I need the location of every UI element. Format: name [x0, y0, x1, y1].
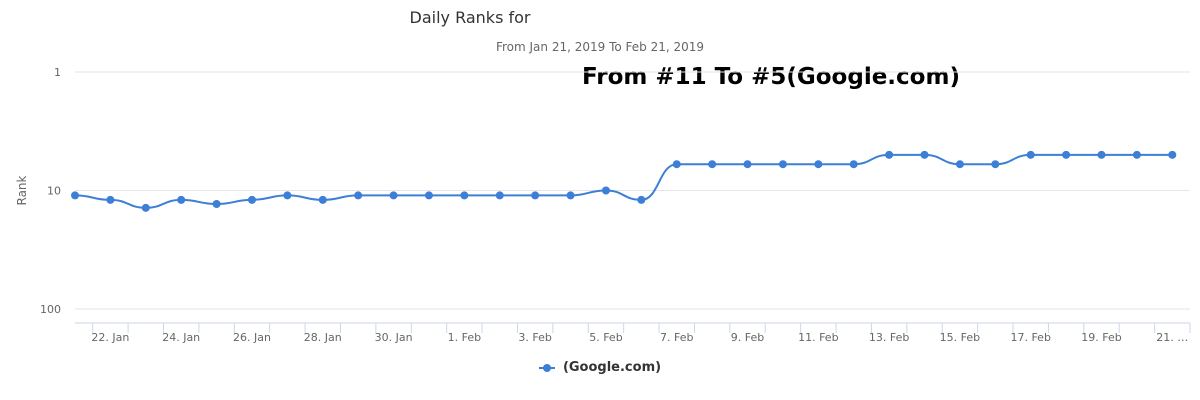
x-tick-label: 19. Feb [1081, 331, 1121, 344]
series-layer [71, 150, 1177, 212]
x-tick-label: 9. Feb [731, 331, 764, 344]
data-point [849, 160, 858, 169]
x-tick-label: 15. Feb [940, 331, 980, 344]
chart-annotation: From #11 To #5(Google.com) [582, 64, 960, 90]
x-tick-label: 5. Feb [589, 331, 622, 344]
data-point [1097, 150, 1106, 159]
x-tick-label: 21. … [1156, 331, 1188, 344]
y-axis-title: Rank [15, 175, 29, 205]
y-tick-label: 1 [54, 66, 61, 79]
data-point [318, 195, 327, 204]
data-point [601, 186, 610, 195]
legend-line-marker-icon [538, 363, 555, 373]
data-point [1062, 150, 1071, 159]
legend-label: (Google.com) [562, 360, 662, 375]
y-tick-label: 10 [47, 185, 61, 198]
data-point [566, 191, 575, 200]
data-point [708, 160, 717, 169]
data-point [495, 191, 504, 200]
x-tick-label: 28. Jan [304, 331, 342, 344]
data-point [991, 160, 1000, 169]
series-line [74, 153, 1173, 209]
data-point [672, 160, 681, 169]
x-tick-label: 11. Feb [798, 331, 838, 344]
data-point [141, 203, 150, 212]
data-point [1168, 150, 1177, 159]
grid-lines [75, 71, 1190, 310]
x-tick-label: 7. Feb [660, 331, 693, 344]
data-point [212, 200, 221, 209]
data-point [1132, 150, 1141, 159]
data-point [1026, 150, 1035, 159]
data-point [743, 160, 752, 169]
data-point [460, 191, 469, 200]
axes: 1 10 100 Rank 22. Jan 24. Jan 26. Jan 28. Jan 30… [15, 66, 1191, 344]
y-tick-label: 100 [40, 303, 61, 316]
legend[interactable]: (Google.com) [0, 360, 1200, 375]
x-tick-label: 30. Jan [375, 331, 413, 344]
data-point [389, 191, 398, 200]
data-point [778, 160, 787, 169]
data-point [71, 191, 79, 200]
data-point [177, 195, 186, 204]
x-tick-label: 22. Jan [91, 331, 129, 344]
data-point [247, 195, 256, 204]
chart-subtitle: From Jan 21, 2019 To Feb 21, 2019 [495, 40, 705, 54]
data-point [920, 150, 929, 159]
x-tick-label: 3. Feb [518, 331, 551, 344]
x-tick-label: 1. Feb [448, 331, 481, 344]
data-point [637, 195, 646, 204]
data-point [354, 191, 363, 200]
x-tick-label: 24. Jan [162, 331, 200, 344]
x-tick-label: 13. Feb [869, 331, 909, 344]
data-point [283, 191, 292, 200]
data-point [955, 160, 964, 169]
data-point [814, 160, 823, 169]
x-tick-label: 17. Feb [1010, 331, 1050, 344]
data-point [106, 195, 115, 204]
x-tick-label: 26. Jan [233, 331, 271, 344]
data-point [424, 191, 433, 200]
data-point [531, 191, 540, 200]
chart-title: Daily Ranks for [409, 8, 531, 27]
data-point [885, 150, 894, 159]
